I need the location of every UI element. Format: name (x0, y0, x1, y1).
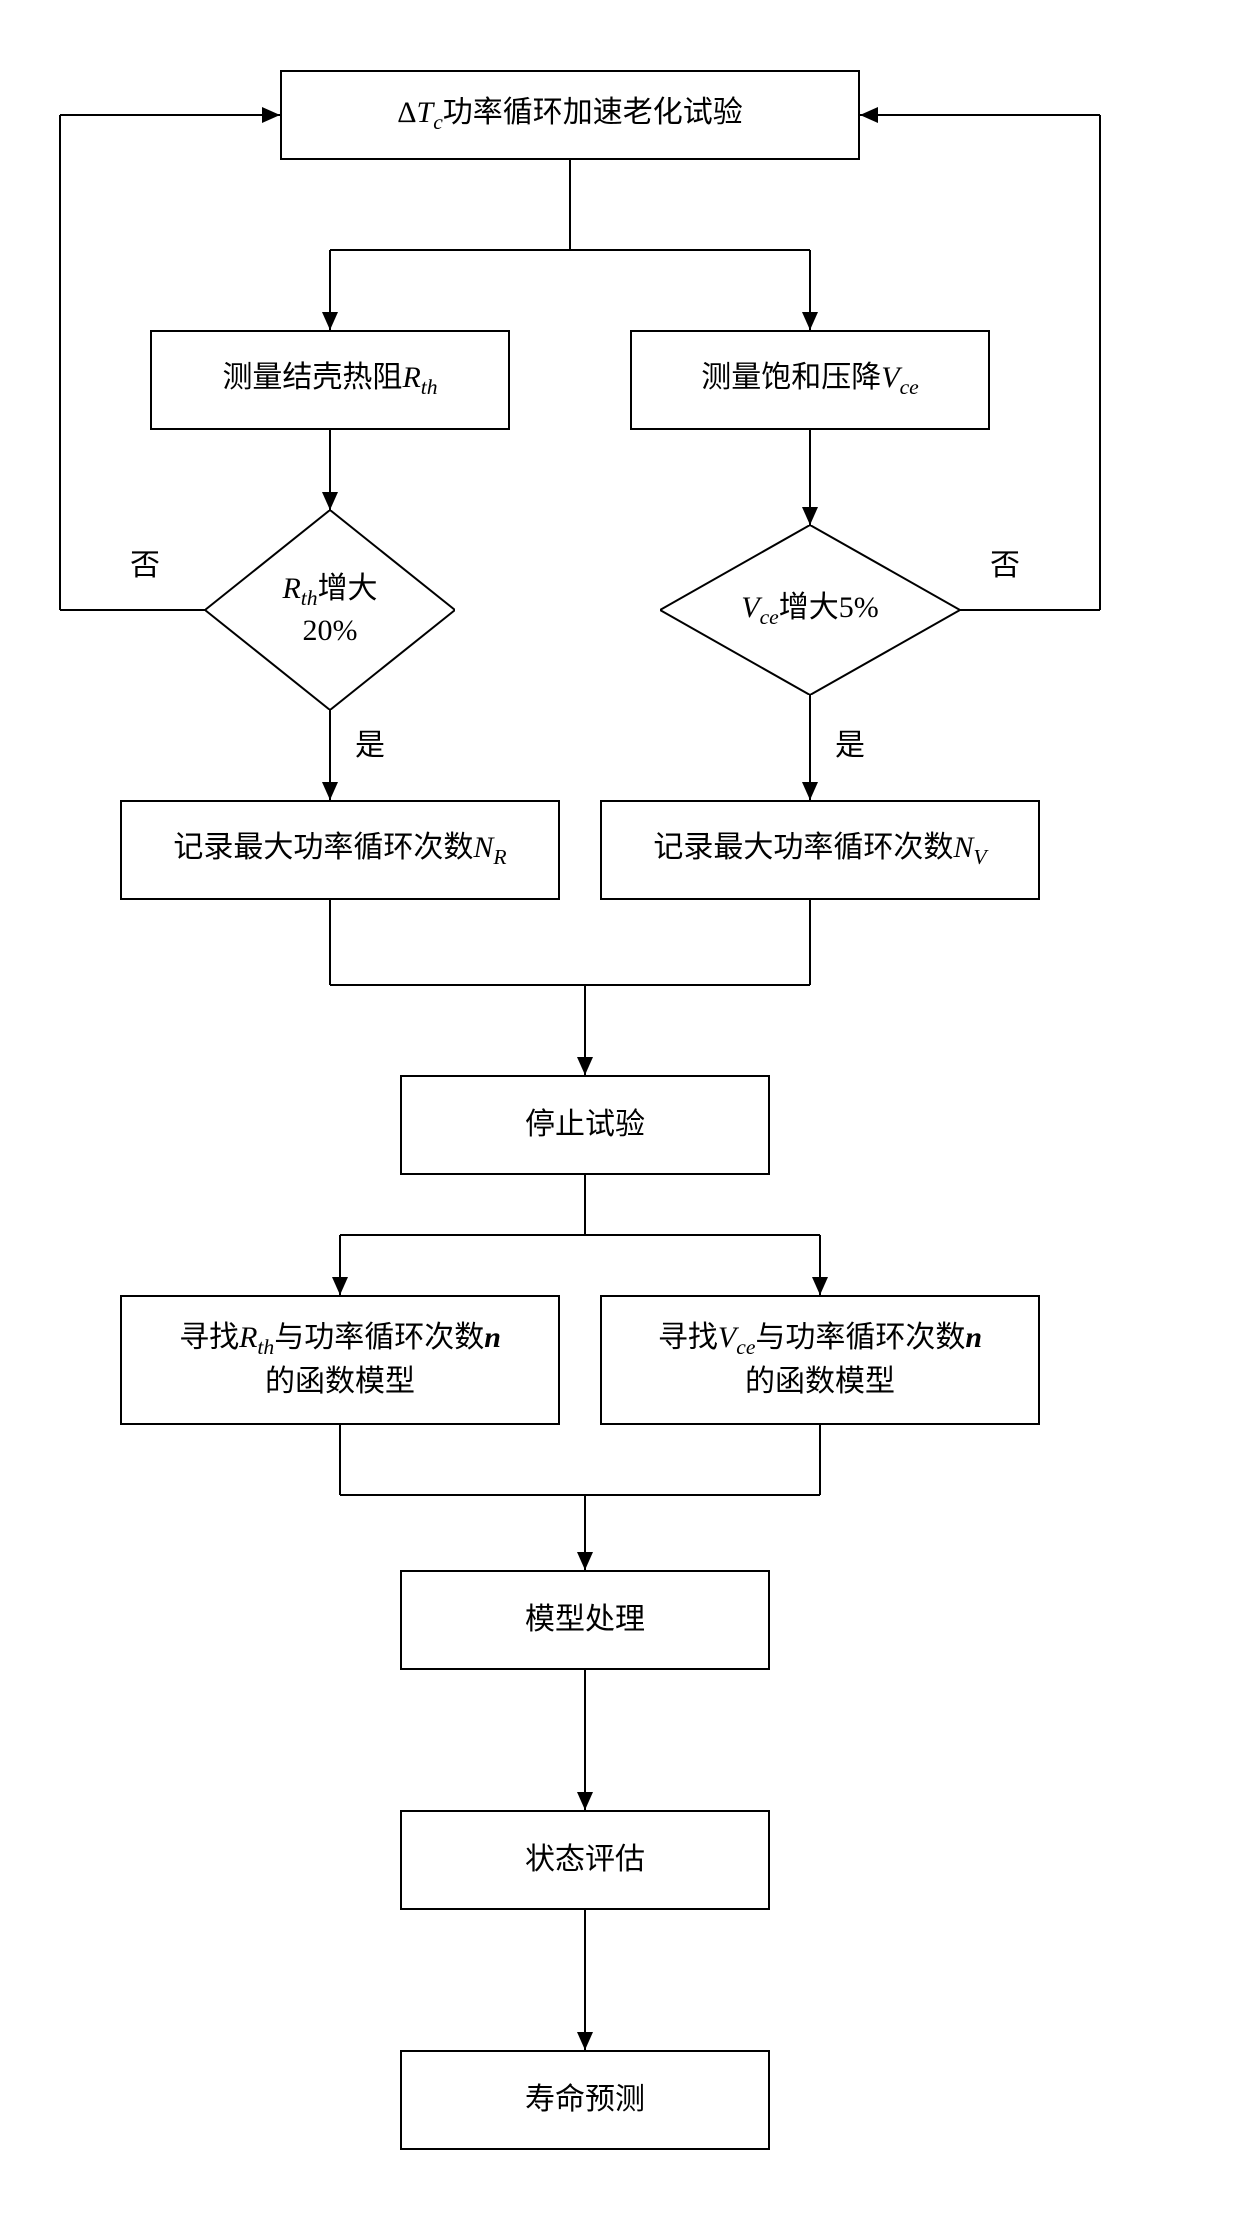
node-record-nv: 记录最大功率循环次数NV (600, 800, 1040, 900)
node-start: ΔTc功率循环加速老化试验 (280, 70, 860, 160)
text: 测量结壳热阻 (222, 361, 402, 394)
node-find-vce-model: 寻找Vce与功率循环次数n 的函数模型 (600, 1295, 1040, 1425)
var-V: V (881, 361, 899, 394)
var-R: R (402, 361, 420, 394)
text: 停止试验 (525, 1105, 645, 1146)
label-no-left: 否 (130, 540, 160, 584)
t1: 寻找 (658, 1321, 718, 1354)
node-stop: 停止试验 (400, 1075, 770, 1175)
t1: 增大5% (779, 591, 879, 624)
text-start: 功率循环加速老化试验 (443, 96, 743, 129)
var-V: V (718, 1321, 736, 1354)
decision-vce: Vce增大5% (660, 525, 960, 695)
var-n: n (965, 1321, 982, 1354)
sub-V: V (973, 845, 986, 869)
var-n: n (484, 1321, 501, 1354)
text: 状态评估 (525, 1840, 645, 1881)
sub-th: th (301, 586, 318, 610)
t3: 的函数模型 (265, 1365, 415, 1398)
text: 记录最大功率循环次数 (173, 831, 473, 864)
node-measure-rth: 测量结壳热阻Rth (150, 330, 510, 430)
var-R: R (239, 1321, 257, 1354)
t1: 寻找 (179, 1321, 239, 1354)
t2: 20% (303, 614, 358, 647)
t3: 的函数模型 (745, 1365, 895, 1398)
var-V: V (741, 591, 759, 624)
sub-ce: ce (900, 375, 919, 399)
var-N: N (953, 831, 973, 864)
var-T: T (417, 96, 434, 129)
sub-th: th (257, 1335, 274, 1359)
label-yes-left: 是 (355, 720, 385, 764)
sub-th: th (421, 375, 438, 399)
sub-c: c (433, 110, 443, 134)
node-measure-vce: 测量饱和压降Vce (630, 330, 990, 430)
label-no-right: 否 (990, 540, 1020, 584)
var-N: N (473, 831, 493, 864)
sub-R: R (493, 845, 506, 869)
node-find-rth-model: 寻找Rth与功率循环次数n 的函数模型 (120, 1295, 560, 1425)
text: 测量饱和压降 (701, 361, 881, 394)
node-model-process: 模型处理 (400, 1570, 770, 1670)
t1: 增大 (318, 572, 378, 605)
node-state-eval: 状态评估 (400, 1810, 770, 1910)
t2: 与功率循环次数 (274, 1321, 484, 1354)
sub-ce: ce (736, 1335, 755, 1359)
text: 记录最大功率循环次数 (653, 831, 953, 864)
node-life-predict: 寿命预测 (400, 2050, 770, 2150)
node-record-nr: 记录最大功率循环次数NR (120, 800, 560, 900)
decision-rth: Rth增大 20% (205, 510, 455, 710)
sub-ce: ce (760, 605, 779, 629)
t2: 与功率循环次数 (755, 1321, 965, 1354)
label-yes-right: 是 (835, 720, 865, 764)
text: 寿命预测 (525, 2080, 645, 2121)
var-R: R (282, 572, 300, 605)
text: 模型处理 (525, 1600, 645, 1641)
delta: Δ (397, 96, 416, 129)
